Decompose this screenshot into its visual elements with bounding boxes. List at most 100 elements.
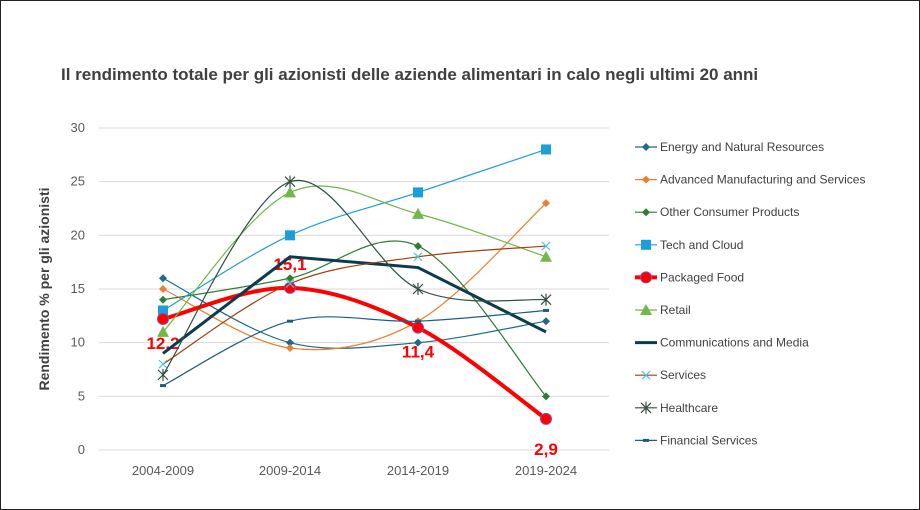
legend-label: Retail — [660, 303, 691, 317]
series-line — [162, 148, 547, 311]
y-tick-label: 25 — [71, 174, 85, 189]
diamond-marker — [642, 175, 650, 184]
dash-marker — [643, 438, 649, 442]
x-marker — [285, 279, 295, 289]
diamond-marker — [542, 199, 550, 208]
series-line — [162, 202, 547, 351]
y-axis-label: Rendimento % per gli azionisti — [36, 187, 52, 390]
legend-label: Communications and Media — [660, 336, 809, 350]
square-marker — [158, 305, 168, 316]
circle-marker — [540, 412, 552, 425]
diamond-marker — [286, 338, 294, 347]
series-services — [158, 241, 551, 369]
circle-marker — [412, 321, 424, 334]
series-tech-and-cloud — [158, 144, 551, 316]
diamond-marker — [414, 242, 422, 251]
diamond-marker — [159, 285, 167, 293]
series-energy-and-natural-resources — [159, 274, 550, 349]
x-marker — [541, 241, 551, 251]
legend-item: Tech and Cloud — [635, 238, 743, 252]
x-marker — [158, 359, 168, 369]
series-retail — [157, 185, 552, 337]
x-tick-label: 2014-2019 — [387, 463, 449, 478]
x-marker — [641, 370, 651, 380]
square-marker — [641, 239, 651, 250]
y-tick-label: 10 — [71, 335, 85, 350]
legend-label: Other Consumer Products — [660, 205, 799, 219]
star-marker — [157, 368, 169, 381]
series-financial-services — [160, 308, 549, 388]
x-tick-label: 2009-2014 — [259, 463, 321, 478]
star-marker — [640, 401, 652, 414]
triangle-marker — [284, 186, 296, 198]
square-marker — [413, 187, 423, 198]
series-line — [162, 240, 547, 397]
legend-item: Other Consumer Products — [635, 205, 799, 219]
chart-title: Il rendimento totale per gli azionisti d… — [61, 65, 759, 84]
series-packaged-food: 12,215,111,42,9 — [146, 255, 557, 459]
data-label: 15,1 — [273, 255, 306, 274]
series-line — [162, 285, 548, 421]
series-healthcare — [157, 175, 552, 381]
dash-marker — [160, 384, 166, 388]
diamond-marker — [414, 338, 422, 347]
triangle-marker — [157, 325, 169, 337]
legend-label: Advanced Manufacturing and Services — [660, 173, 865, 187]
y-tick-label: 15 — [71, 281, 85, 296]
data-label: 11,4 — [402, 343, 435, 362]
series-line — [162, 245, 547, 365]
y-tick-label: 5 — [78, 388, 85, 403]
legend-item: Services — [635, 368, 706, 382]
legend-label: Services — [660, 368, 706, 382]
dash-marker — [287, 319, 293, 323]
diamond-marker — [542, 317, 550, 326]
series-communications-and-media — [162, 255, 547, 355]
triangle-marker — [412, 207, 424, 219]
square-marker — [541, 144, 551, 155]
legend-item: Packaged Food — [635, 270, 744, 284]
series-other-consumer-products — [159, 240, 550, 401]
circle-marker — [157, 313, 169, 326]
star-marker — [540, 293, 552, 306]
y-tick-label: 30 — [71, 120, 85, 135]
legend-label: Packaged Food — [660, 270, 744, 284]
diamond-marker — [642, 143, 650, 151]
diamond-marker — [642, 208, 650, 217]
series-line — [162, 255, 547, 355]
diamond-marker — [159, 274, 167, 283]
legend-label: Tech and Cloud — [660, 238, 743, 252]
x-tick-label: 2019-2024 — [515, 463, 577, 478]
y-tick-label: 20 — [71, 227, 85, 242]
diamond-marker — [542, 392, 550, 401]
square-marker — [285, 230, 295, 241]
star-marker — [412, 283, 424, 295]
y-tick-label: 0 — [78, 442, 85, 457]
legend-item: Energy and Natural Resources — [635, 140, 824, 154]
x-marker — [413, 252, 423, 262]
circle-marker — [640, 271, 652, 284]
diamond-marker — [286, 344, 294, 353]
series-line — [162, 185, 547, 333]
legend-label: Healthcare — [660, 401, 718, 415]
star-marker — [284, 175, 296, 188]
legend-item: Retail — [635, 303, 691, 317]
legend-item: Financial Services — [635, 433, 757, 447]
legend-item: Advanced Manufacturing and Services — [635, 173, 865, 187]
x-tick-label: 2004-2009 — [132, 463, 194, 478]
data-label: 2,9 — [534, 440, 558, 459]
legend-item: Communications and Media — [635, 336, 809, 350]
dash-marker — [543, 308, 549, 312]
dash-marker — [415, 319, 421, 323]
diamond-marker — [159, 295, 167, 304]
legend-label: Financial Services — [660, 433, 757, 447]
series-line — [162, 277, 547, 349]
legend-label: Energy and Natural Resources — [660, 140, 824, 154]
series-line — [162, 179, 547, 376]
series-line — [162, 309, 547, 387]
diamond-marker — [286, 274, 294, 283]
triangle-marker — [540, 250, 552, 262]
legend-item: Healthcare — [635, 401, 718, 415]
triangle-marker — [640, 304, 652, 315]
